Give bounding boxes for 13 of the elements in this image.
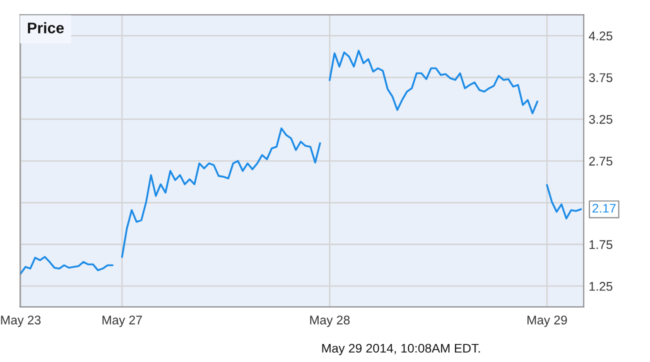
y-tick-label: 1.25 [590, 282, 612, 291]
chart-title: Price [28, 22, 64, 34]
y-tick-label: 3.75 [589, 73, 612, 82]
y-tick-label: 1.75 [590, 240, 612, 250]
x-tick-label: May 23 [1, 316, 41, 327]
y-tick-label: 2.75 [589, 156, 612, 166]
y-tick-label: 3.25 [589, 114, 612, 124]
x-tick-label: May 27 [102, 316, 142, 327]
y-tick-label: 4.25 [588, 32, 612, 40]
text: May 29 2014, 10:08AM EDT. [322, 344, 480, 356]
data-label: 2.17 [592, 204, 616, 213]
x-tick-label: May 29 [528, 316, 567, 327]
x-tick-label: May 28 [310, 316, 350, 327]
